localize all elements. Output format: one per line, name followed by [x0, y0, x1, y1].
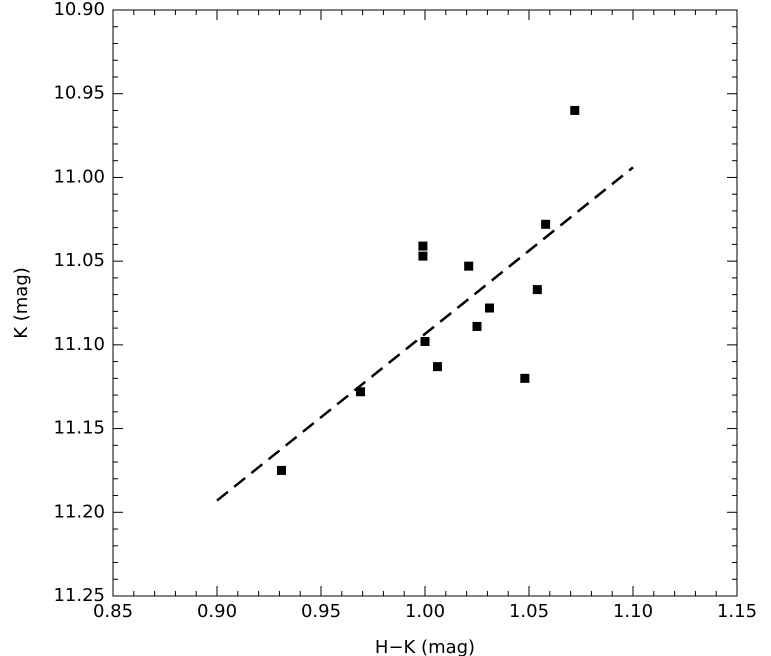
y-tick-label: 11.25 — [53, 585, 105, 606]
data-point — [418, 241, 428, 251]
fit-line — [216, 166, 634, 502]
data-point — [356, 387, 366, 397]
y-tick-label: 10.95 — [53, 83, 105, 104]
y-tick-label: 11.10 — [53, 334, 105, 355]
x-tick-label: 1.00 — [405, 601, 445, 622]
x-axis-label: H−K (mag) — [375, 637, 475, 656]
x-tick-label: 1.05 — [509, 601, 549, 622]
x-tick-label: 0.85 — [93, 601, 133, 622]
data-point — [418, 251, 428, 261]
y-tick-label: 11.00 — [53, 166, 105, 187]
data-point — [472, 321, 482, 331]
data-point — [570, 105, 580, 115]
y-axis-label: K (mag) — [11, 267, 32, 339]
x-tick-label: 1.15 — [717, 601, 757, 622]
data-point — [420, 337, 430, 347]
y-tick-label: 10.90 — [53, 0, 105, 20]
data-point — [464, 261, 474, 271]
plot-frame — [112, 9, 738, 597]
data-point — [541, 219, 551, 229]
data-point — [484, 303, 494, 313]
data-point — [520, 373, 530, 383]
y-tick-label: 11.15 — [53, 418, 105, 439]
x-tick-label: 0.90 — [197, 601, 237, 622]
y-tick-label: 11.05 — [53, 250, 105, 271]
y-tick-label: 11.20 — [53, 501, 105, 522]
x-tick-label: 1.10 — [613, 601, 653, 622]
data-point — [432, 362, 442, 372]
data-point — [276, 465, 286, 475]
data-point — [532, 285, 542, 295]
x-tick-label: 0.95 — [301, 601, 341, 622]
